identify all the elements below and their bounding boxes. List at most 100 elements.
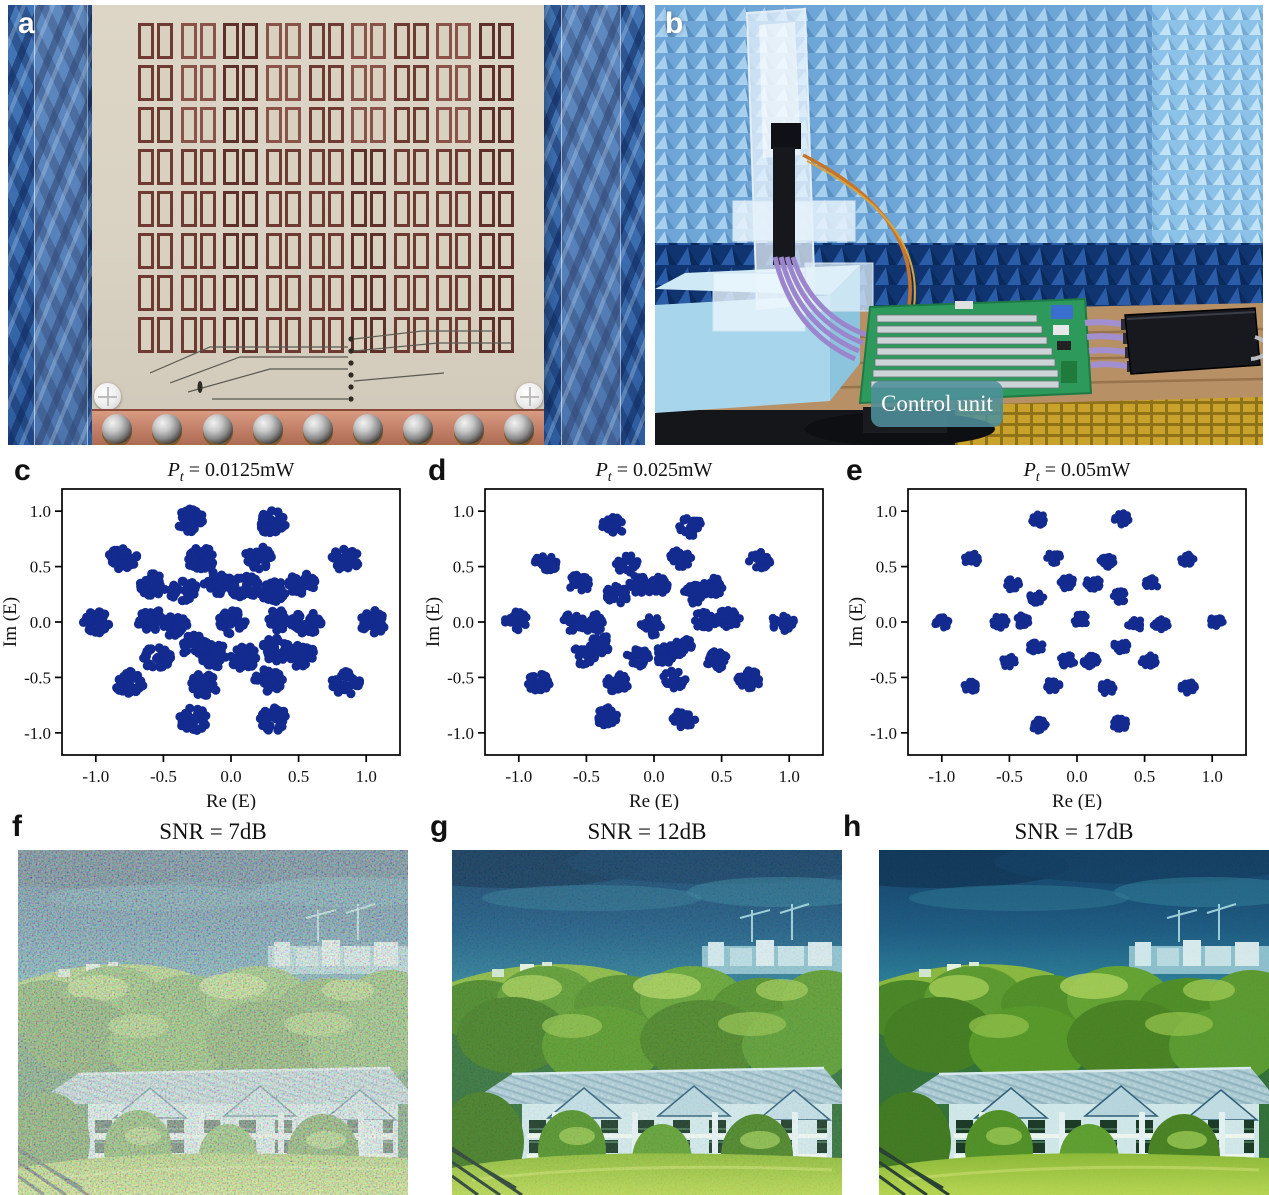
panel-label-e: e [846, 454, 863, 487]
array-element [265, 149, 301, 185]
panel-d-constellation: -1.0 -0.5 0.0 0.5 1.0 1.0 0.5 0.0 -0.5 -1.0 Pt = 0.… [423, 455, 846, 812]
svg-text:-0.5: -0.5 [870, 668, 897, 687]
array-element [138, 191, 173, 227]
svg-text:-1.0: -1.0 [447, 724, 474, 743]
array-element [138, 317, 173, 353]
array-element [308, 107, 344, 143]
svg-text:-0.5: -0.5 [150, 767, 177, 786]
svg-text:-1.0: -1.0 [82, 767, 109, 786]
antenna-element-grid [138, 23, 514, 353]
sma-connector [202, 414, 233, 444]
array-element [265, 275, 301, 311]
array-element [138, 233, 173, 269]
array-element [479, 233, 514, 269]
svg-text:-1.0: -1.0 [24, 724, 51, 743]
svg-text:-0.5: -0.5 [24, 668, 51, 687]
feed-traces [149, 330, 512, 402]
array-element [393, 275, 429, 311]
noise-overlay-light [452, 850, 842, 1195]
constellation-clusters [501, 513, 798, 732]
array-element [223, 233, 259, 269]
mounting-screw-left [94, 383, 121, 410]
svg-text:Im (E): Im (E) [846, 597, 867, 647]
sma-connector [353, 414, 384, 444]
array-element [265, 65, 301, 101]
svg-text:-0.5: -0.5 [447, 668, 474, 687]
array-element [351, 65, 387, 101]
floor-grating [955, 397, 1263, 445]
sma-connector [302, 414, 333, 444]
array-row [138, 23, 514, 59]
sma-connector [453, 414, 484, 444]
array-element [265, 23, 301, 59]
array-element [265, 233, 301, 269]
svg-text:-0.5: -0.5 [573, 767, 600, 786]
array-element [265, 107, 301, 143]
svg-text:Pt= 0.05mW: Pt = 0.05mW [1023, 459, 1131, 485]
array-element [351, 107, 387, 143]
constellation-clusters [931, 509, 1227, 735]
svg-text:0.5: 0.5 [876, 558, 897, 577]
array-element [393, 65, 429, 101]
svg-text:Im (E): Im (E) [423, 597, 444, 647]
panel-b-setup-photo: Control unit b [655, 5, 1263, 445]
reconstructed-image-clean [879, 850, 1269, 1195]
array-element [308, 23, 344, 59]
panel-label-h: h [843, 810, 862, 843]
svg-text:0.0: 0.0 [643, 767, 664, 786]
array-element [223, 23, 259, 59]
array-element [479, 23, 514, 59]
array-element [479, 107, 514, 143]
array-element [308, 317, 344, 353]
array-element [180, 23, 216, 59]
array-element [138, 107, 173, 143]
array-element [479, 65, 514, 101]
svg-text:0.0: 0.0 [453, 613, 474, 632]
array-element [308, 275, 344, 311]
array-element [138, 149, 173, 185]
array-element [436, 275, 472, 311]
array-element [223, 275, 259, 311]
acrylic-rod-left [34, 5, 88, 445]
array-element [436, 317, 472, 353]
svg-text:0.5: 0.5 [30, 558, 51, 577]
array-element [393, 107, 429, 143]
noise-overlay-minimal [879, 850, 1269, 1195]
constellation-plot-c: -1.0 -0.5 0.0 0.5 1.0 1.0 0.5 0.0 -0.5 -1.0 Pt = 0.… [0, 459, 401, 812]
svg-text:Pt= 0.0125mW: Pt = 0.0125mW [167, 459, 295, 485]
svg-text:1.0: 1.0 [30, 502, 51, 521]
array-element [180, 275, 216, 311]
array-element [351, 233, 387, 269]
reconstructed-image-noisy [18, 850, 408, 1195]
array-element [351, 149, 387, 185]
array-element [436, 233, 472, 269]
constellation-plot-d: -1.0 -0.5 0.0 0.5 1.0 1.0 0.5 0.0 -0.5 -1.0 Pt = 0.… [423, 459, 824, 812]
constellation-clusters [78, 504, 389, 735]
panel-label-g: g [430, 810, 449, 843]
noise-overlay-heavy [18, 850, 408, 1195]
array-row [138, 275, 514, 311]
array-element [223, 65, 259, 101]
panel-label-d: d [428, 454, 447, 487]
array-element [479, 275, 514, 311]
array-row [138, 191, 514, 227]
chamber-scene [655, 5, 1263, 445]
svg-text:-1.0: -1.0 [870, 724, 897, 743]
feed-antenna [771, 123, 801, 149]
svg-text:0.5: 0.5 [453, 558, 474, 577]
metasurface-board [92, 5, 544, 409]
array-element [180, 233, 216, 269]
sma-connector [102, 414, 133, 444]
panel-a-array-photo: a [8, 5, 645, 445]
array-element [180, 191, 216, 227]
array-element [479, 149, 514, 185]
antenna-mast [773, 147, 795, 265]
array-element [308, 233, 344, 269]
sma-connector-strip [92, 409, 544, 445]
svg-text:Re (E): Re (E) [206, 791, 256, 810]
purple-cable-bundle-left [772, 256, 868, 362]
array-element [393, 233, 429, 269]
svg-text:1.0: 1.0 [356, 767, 377, 786]
array-element [180, 149, 216, 185]
